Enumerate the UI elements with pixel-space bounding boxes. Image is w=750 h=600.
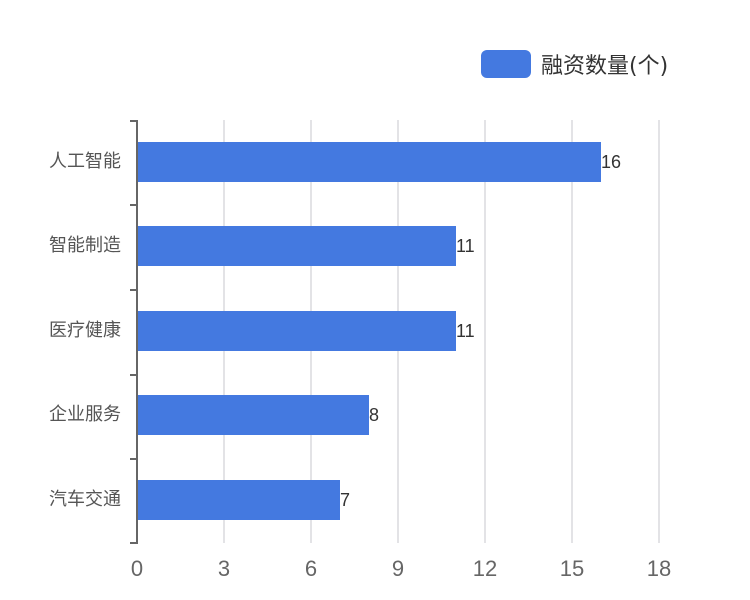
x-tick-label: 12 (472, 556, 498, 581)
gridline (658, 120, 660, 543)
y-tick (130, 542, 137, 544)
y-category-label: 医疗健康 (49, 320, 121, 341)
x-tick-label: 9 (391, 556, 405, 581)
y-tick (130, 374, 137, 376)
bar-智能制造[interactable] (137, 226, 456, 266)
legend[interactable]: 融资数量(个) (481, 49, 668, 79)
bar-企业服务[interactable] (137, 395, 369, 435)
gridline (484, 120, 486, 543)
y-category-label: 人工智能 (49, 151, 121, 172)
bar-value-label: 16 (601, 152, 622, 172)
bar-医疗健康[interactable] (137, 311, 456, 351)
y-category-label: 智能制造 (49, 235, 121, 256)
legend-label: 融资数量(个) (541, 54, 669, 79)
bar-汽车交通[interactable] (137, 480, 340, 520)
x-tick-label: 3 (217, 556, 231, 581)
x-tick-label: 6 (304, 556, 318, 581)
y-category-label: 汽车交通 (49, 489, 121, 510)
bar-value-label: 7 (340, 490, 351, 510)
bar-value-label: 11 (456, 321, 475, 341)
y-tick (130, 458, 137, 460)
bar-value-label: 8 (369, 405, 380, 425)
legend-swatch (481, 50, 531, 78)
x-tick-label: 15 (559, 556, 585, 581)
y-tick (130, 120, 137, 122)
y-category-label: 企业服务 (49, 404, 121, 425)
bar-人工智能[interactable] (137, 142, 601, 182)
x-tick-label: 18 (646, 556, 672, 581)
gridline (571, 120, 573, 543)
y-tick (130, 204, 137, 206)
y-axis (136, 120, 138, 544)
y-tick (130, 289, 137, 291)
bar-value-label: 11 (456, 236, 475, 256)
x-tick-label: 0 (130, 556, 144, 581)
